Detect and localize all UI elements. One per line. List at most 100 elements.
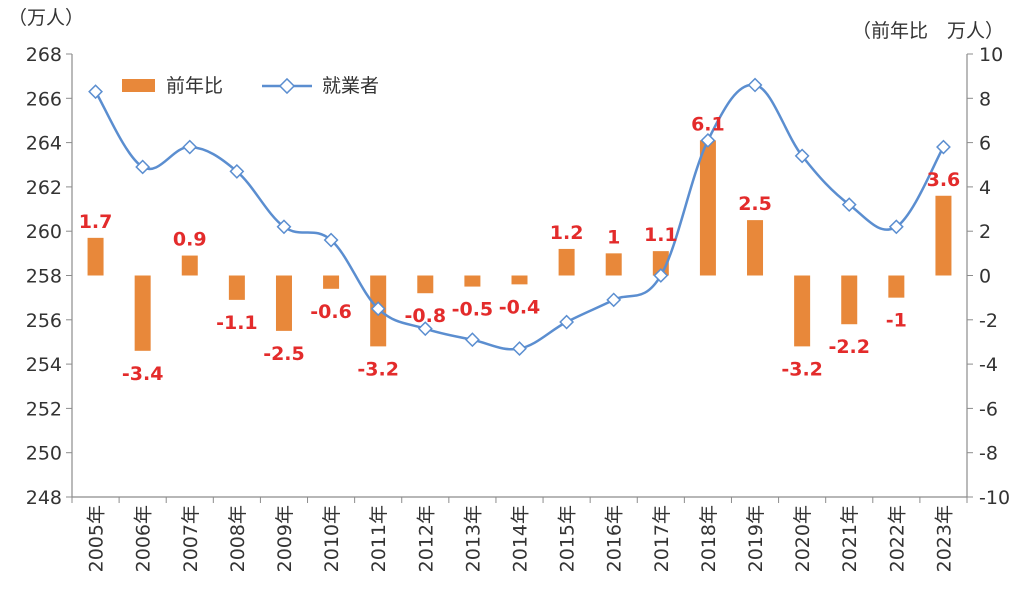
yoy-bar xyxy=(841,275,858,325)
x-axis-tick-label: 2019年 xyxy=(745,505,767,572)
employment-point xyxy=(323,232,339,248)
employment-point xyxy=(229,163,245,179)
employment-point xyxy=(464,332,480,348)
x-axis-tick-label: 2014年 xyxy=(510,505,532,572)
x-axis-tick-label: 2011年 xyxy=(368,505,390,572)
right-axis-tick-label: 6 xyxy=(979,133,991,155)
yoy-bar xyxy=(511,275,528,285)
yoy-bar xyxy=(275,275,292,331)
employment-point xyxy=(182,139,198,155)
yoy-bar-data-label: 1.7 xyxy=(79,211,113,233)
x-axis-tick-label: 2009年 xyxy=(274,505,296,572)
employment-point xyxy=(747,77,763,93)
employment-point xyxy=(417,321,433,337)
left-axis-tick-label: 264 xyxy=(26,133,62,155)
x-axis-tick-label: 2007年 xyxy=(180,505,202,572)
x-axis-tick-label: 2021年 xyxy=(839,505,861,572)
left-axis-tick-label: 268 xyxy=(26,44,62,66)
yoy-bar xyxy=(323,275,340,289)
right-axis-ticks: -10 -8 -6 -4 -2 0 2 4 6 8 10 xyxy=(967,44,1010,509)
yoy-bar xyxy=(888,275,905,298)
employment-point xyxy=(606,292,622,308)
yoy-bar-data-label: -3.2 xyxy=(781,358,823,380)
x-axis-tick-label: 2022年 xyxy=(886,505,908,572)
yoy-bar xyxy=(794,275,811,347)
yoy-bar-data-label: 3.6 xyxy=(927,169,961,191)
yoy-bar-data-label: -0.8 xyxy=(405,305,447,327)
employment-point xyxy=(888,219,904,235)
yoy-bar-data-label: 1.1 xyxy=(644,224,678,246)
right-axis-tick-label: 0 xyxy=(979,266,991,288)
yoy-bar xyxy=(605,253,622,276)
right-axis-tick-label: -4 xyxy=(979,354,998,376)
employment-point xyxy=(936,139,951,155)
yoy-bar-data-label: -0.4 xyxy=(499,296,541,318)
legend-line-label: 就業者 xyxy=(322,75,379,97)
employment-point xyxy=(653,268,669,283)
yoy-bar-data-label: -1.1 xyxy=(216,312,258,334)
yoy-bar-data-label: 2.5 xyxy=(738,193,772,215)
yoy-bar xyxy=(464,275,481,287)
yoy-bar-data-label: -3.2 xyxy=(357,358,399,380)
yoy-bar xyxy=(87,237,104,276)
yoy-bar xyxy=(417,275,434,294)
x-axis-tick-label: 2020年 xyxy=(792,505,814,572)
right-axis-tick-label: -2 xyxy=(979,310,998,332)
right-axis-tick-label: -6 xyxy=(979,398,998,420)
employment-point xyxy=(276,219,292,235)
left-axis-ticks: 248 250 252 254 256 258 260 262 264 266 268 xyxy=(26,44,72,509)
employment-point xyxy=(512,341,527,357)
right-axis-unit: （前年比 万人） xyxy=(852,20,1004,42)
left-axis-unit: （万人） xyxy=(8,7,84,29)
yoy-bar-data-label: -0.6 xyxy=(310,301,352,323)
yoy-bar-data-label: 1 xyxy=(607,226,620,248)
yoy-bar-data-label: -2.2 xyxy=(828,336,870,358)
yoy-bar-data-label: 0.9 xyxy=(173,229,207,251)
employment-point xyxy=(135,159,151,175)
right-axis-tick-label: -8 xyxy=(979,443,998,465)
employment-point xyxy=(559,314,575,330)
x-axis-tick-label: 2010年 xyxy=(321,505,343,572)
left-axis-tick-label: 250 xyxy=(26,443,62,465)
left-axis-tick-label: 266 xyxy=(26,88,62,110)
left-axis-tick-label: 260 xyxy=(26,221,62,243)
right-axis-tick-label: -10 xyxy=(979,487,1010,509)
legend-bar-swatch xyxy=(122,79,155,92)
left-axis-tick-label: 256 xyxy=(26,310,62,332)
right-axis-tick-label: 2 xyxy=(979,221,991,243)
x-axis-tick-label: 2012年 xyxy=(415,505,437,572)
yoy-bar xyxy=(935,195,952,276)
yoy-bar xyxy=(699,140,716,276)
employment-line-series xyxy=(88,77,951,357)
legend-bar-label: 前年比 xyxy=(166,75,223,97)
x-axis-tick-label: 2023年 xyxy=(933,505,955,572)
x-axis-tick-label: 2006年 xyxy=(133,505,155,572)
yoy-bar-data-label: 1.2 xyxy=(550,222,584,244)
x-axis-tick-label: 2017年 xyxy=(651,505,673,572)
employment-point xyxy=(794,148,810,164)
yoy-bars xyxy=(87,140,952,351)
legend-line-marker xyxy=(278,77,296,95)
employment-point xyxy=(841,197,857,213)
yoy-bar xyxy=(134,275,151,351)
yoy-bar xyxy=(181,255,198,276)
yoy-bar-labels: 1.7 -3.4 0.9 -1.1-2.5-0.6 -3.2 -0.8 -0.5 -0.4 1.… xyxy=(79,113,961,384)
employment-point xyxy=(700,132,716,148)
right-axis-tick-label: 10 xyxy=(979,44,1003,66)
legend: 前年比 就業者 xyxy=(122,75,379,97)
x-axis-tick-label: 2008年 xyxy=(227,505,249,572)
left-axis-tick-label: 254 xyxy=(26,354,62,376)
employment-point xyxy=(88,84,103,100)
x-axis-tick-label: 2013年 xyxy=(462,505,484,572)
yoy-bar-data-label: 6.1 xyxy=(691,113,725,135)
x-axis-tick-label: 2018年 xyxy=(698,505,720,572)
yoy-bar-data-label: -1 xyxy=(886,310,907,332)
yoy-bar xyxy=(228,275,245,300)
left-axis-tick-label: 262 xyxy=(26,177,62,199)
yoy-bar xyxy=(558,248,575,276)
x-axis-ticks: 2005年 2006年 2007年 2008年 2009年 2010年 2011年 2012年… xyxy=(71,497,968,572)
left-axis-tick-label: 258 xyxy=(26,266,62,288)
right-axis-tick-label: 8 xyxy=(979,88,991,110)
